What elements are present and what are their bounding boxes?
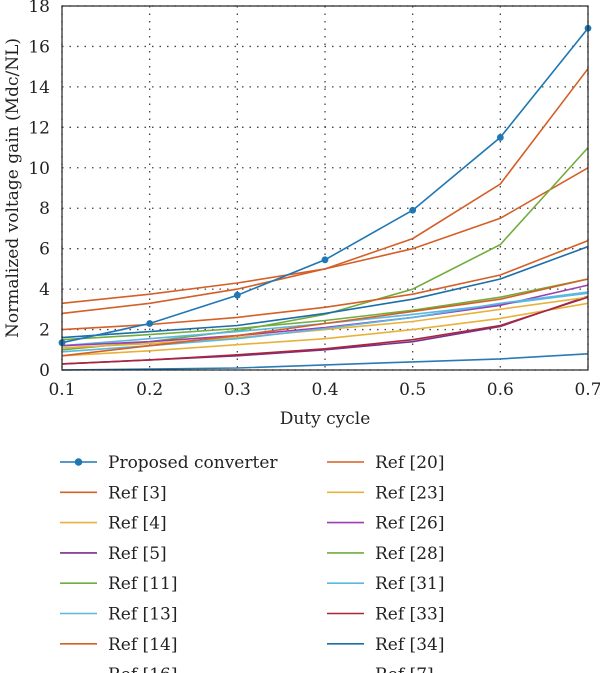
x-tick-label: 0.7: [574, 380, 600, 400]
legend-label: Ref [33]: [375, 605, 444, 625]
y-tick-label: 10: [28, 159, 50, 179]
series-layer: [58, 24, 592, 371]
series-line: [61, 278, 589, 357]
y-tick-label: 8: [39, 199, 50, 219]
legend-label: Ref [34]: [375, 635, 444, 655]
legend-item: Ref [11]: [60, 574, 177, 594]
x-tick-label: 0.6: [487, 380, 514, 400]
legend-item: Ref [26]: [327, 514, 444, 534]
data-point: [233, 291, 241, 299]
plot-frame: [61, 5, 589, 371]
legend-item: Ref [16]: [108, 665, 177, 673]
legend-label: Ref [11]: [108, 574, 177, 594]
x-tick-label: 0.5: [399, 380, 426, 400]
series-line: [61, 296, 589, 365]
series-10: [61, 296, 589, 349]
legend-item: Ref [20]: [327, 453, 444, 473]
legend-label: Ref [28]: [375, 544, 444, 564]
legend-label: Ref [7]: [375, 665, 434, 673]
series-15: [61, 245, 589, 339]
series-9: [61, 68, 589, 315]
legend-label: Ref [26]: [375, 514, 444, 534]
legend-label: Ref [3]: [108, 483, 167, 503]
legend-label: Ref [13]: [108, 605, 177, 625]
legend-item: Ref [13]: [60, 605, 177, 625]
y-tick-label: 16: [28, 37, 50, 57]
legend: Proposed converter Ref [3] Ref [4] Ref [5] R…: [60, 453, 444, 673]
y-tick-label: 4: [39, 280, 50, 300]
legend-item: Ref [5]: [60, 544, 167, 564]
x-tick-label: 0.2: [136, 380, 163, 400]
series-line: [61, 292, 589, 347]
y-tick-label: 18: [28, 0, 50, 17]
data-point: [321, 256, 329, 264]
series-line: [61, 245, 589, 339]
legend-label: Ref [4]: [108, 514, 167, 534]
series-line: [61, 353, 589, 371]
legend-item: Ref [33]: [327, 605, 444, 625]
legend-item: Ref [31]: [327, 574, 444, 594]
legend-item: Ref [14]: [60, 635, 177, 655]
series-line: [61, 284, 589, 347]
legend-item: Proposed converter: [60, 453, 278, 473]
legend-label: Proposed converter: [108, 453, 278, 473]
legend-item: Ref [23]: [327, 483, 444, 503]
legend-marker: [74, 458, 83, 466]
legend-label: Ref [31]: [375, 574, 444, 594]
x-tick-label: 0.3: [224, 380, 251, 400]
series-line: [61, 68, 589, 315]
series-14: [61, 296, 589, 365]
legend-label: Ref [23]: [375, 483, 444, 503]
legend-item: Ref [28]: [327, 544, 444, 564]
series-6: [61, 292, 589, 347]
series-line: [61, 296, 589, 349]
y-tick-label: 0: [39, 361, 50, 381]
legend-item: Ref [4]: [60, 514, 167, 534]
series-line: [61, 278, 589, 341]
y-axis-title: Normalized voltage gain (Mdc/NL): [3, 38, 23, 338]
data-point: [496, 134, 504, 141]
series-line: [61, 302, 589, 357]
y-tick-label: 6: [39, 240, 50, 260]
legend-item: Ref [7]: [375, 665, 434, 673]
series-1: [58, 24, 592, 347]
legend-item: Ref [34]: [327, 635, 444, 655]
legend-label: Ref [16]: [108, 665, 177, 673]
grid-lines: [61, 5, 589, 371]
legend-label: Ref [14]: [108, 635, 177, 655]
y-tick-labels: 0 2 4 6 8 10 12 14 16 18: [28, 0, 50, 381]
y-tick-label: 14: [28, 78, 50, 98]
x-tick-labels: 0.1 0.2 0.3 0.4 0.5 0.6 0.7: [48, 380, 600, 400]
legend-label: Ref [20]: [375, 453, 444, 473]
legend-label: Ref [5]: [108, 544, 167, 564]
x-axis-title: Duty cycle: [280, 409, 371, 429]
y-tick-label: 12: [28, 118, 50, 138]
legend-item: Ref [3]: [60, 483, 167, 503]
y-tick-label: 2: [39, 321, 50, 341]
data-point: [146, 320, 154, 327]
series-16: [61, 278, 589, 357]
x-tick-label: 0.4: [311, 380, 338, 400]
x-tick-label: 0.1: [48, 380, 75, 400]
series-3: [61, 302, 589, 357]
series-12: [61, 278, 589, 341]
data-point: [409, 206, 417, 214]
series-11: [61, 284, 589, 347]
series-8: [61, 353, 589, 371]
